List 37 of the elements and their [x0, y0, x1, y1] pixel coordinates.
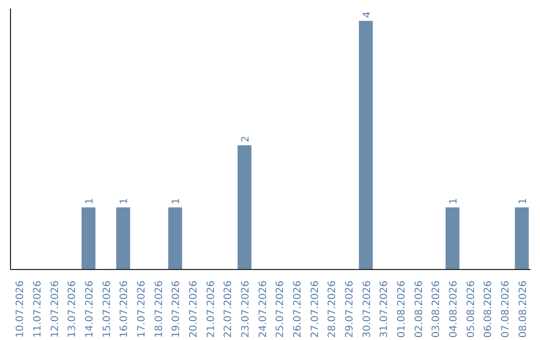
data-label: 1 — [518, 198, 529, 204]
x-tick-label: 29.07.2026 — [344, 280, 356, 338]
x-tick-label: 21.07.2026 — [206, 280, 217, 338]
x-tick-label: 25.07.2026 — [275, 280, 286, 338]
data-label: 4 — [362, 12, 373, 18]
x-tick-label: 16.07.2026 — [119, 280, 130, 338]
x-tick-label: 07.08.2026 — [500, 280, 512, 338]
x-tick-label: 04.08.2026 — [448, 280, 460, 338]
x-tick-label: 12.07.2026 — [50, 280, 61, 338]
x-tick-label: 02.08.2026 — [414, 280, 425, 338]
data-label: 1 — [448, 198, 460, 204]
x-tick-label: 13.07.2026 — [67, 280, 78, 338]
x-tick-label: 01.08.2026 — [396, 280, 408, 338]
data-label: 2 — [240, 136, 252, 142]
x-tick-label: 18.07.2026 — [154, 280, 165, 338]
x-tick-label: 26.07.2026 — [292, 280, 304, 338]
x-tick-label: 19.07.2026 — [171, 280, 182, 338]
x-tick-label: 22.07.2026 — [223, 280, 234, 338]
x-tick-label: 06.08.2026 — [483, 280, 494, 338]
x-tick-label: 11.07.2026 — [32, 280, 44, 338]
x-tick-label: 05.08.2026 — [466, 280, 477, 338]
x-tick-label: 28.07.2026 — [327, 280, 338, 338]
x-tick-label: 03.08.2026 — [431, 280, 442, 338]
x-tick-label: 20.07.2026 — [188, 280, 200, 338]
x-tick-label: 31.07.2026 — [379, 280, 390, 338]
x-tick-label: 10.07.2026 — [15, 280, 26, 338]
x-tick-label: 27.07.2026 — [310, 280, 321, 338]
x-tick-label: 15.07.2026 — [102, 280, 113, 338]
data-label: 1 — [171, 198, 182, 204]
x-tick-label: 08.08.2026 — [518, 280, 529, 338]
x-tick-label: 17.07.2026 — [136, 280, 148, 338]
x-tick-label: 24.07.2026 — [258, 280, 269, 338]
x-tick-label: 30.07.2026 — [362, 280, 373, 338]
x-tick-label: 14.07.2026 — [84, 280, 96, 338]
data-label: 1 — [84, 198, 96, 204]
x-tick-label: 23.07.2026 — [240, 280, 252, 338]
data-label: 1 — [119, 198, 130, 204]
